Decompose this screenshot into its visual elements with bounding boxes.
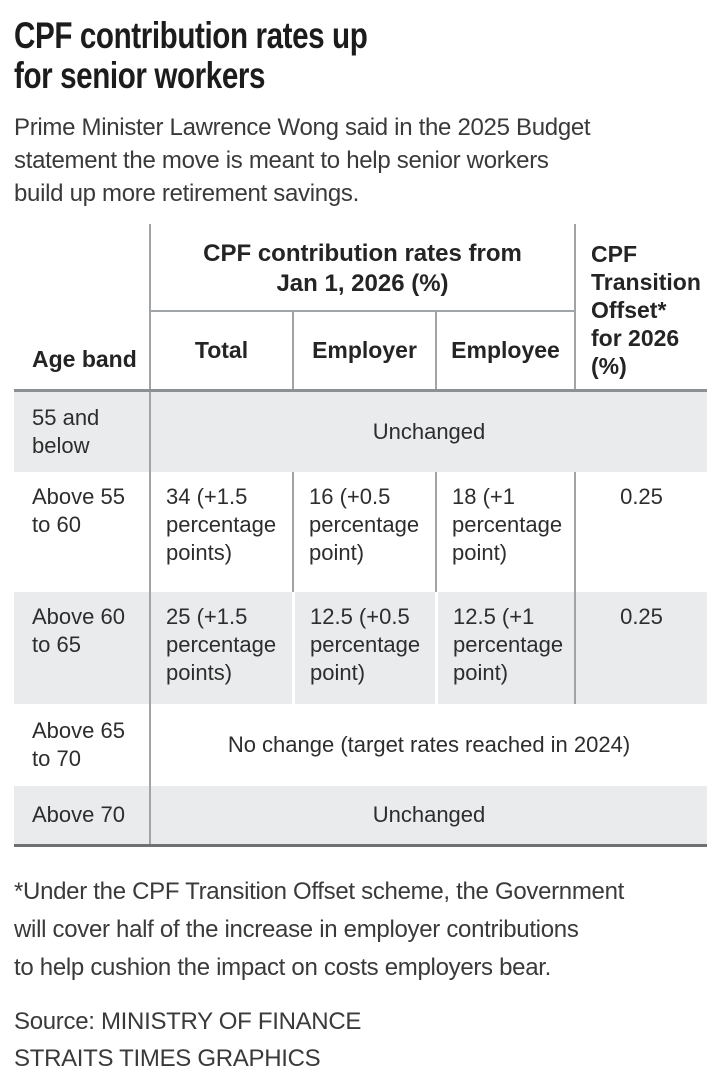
employer-cell: 12.5 (+0.5 percentage point) <box>292 592 435 704</box>
footnote: *Under the CPF Transition Offset scheme,… <box>14 878 625 981</box>
span-value-cell: Unchanged <box>149 786 707 844</box>
total-cell: 34 (+1.5 percentage points) <box>149 472 292 592</box>
employer-cell: 16 (+0.5 percentage point) <box>292 472 435 592</box>
age-band-cell: Above 70 <box>32 802 125 827</box>
table-header: Age band CPF contribution rates from Jan… <box>14 224 707 389</box>
table-row-above-60-to-65: Above 60 to 65 25 (+1.5 percentage point… <box>14 592 707 704</box>
table-row-above-70: Above 70 Unchanged <box>14 786 707 844</box>
employee-cell: 18 (+1 percentage point) <box>435 472 574 592</box>
column-header-employer: Employer <box>292 312 435 389</box>
column-header-age-band: Age band <box>32 346 137 372</box>
span-value-cell: Unchanged <box>149 392 707 472</box>
page-title: CPF contribution rates up for senior wor… <box>14 15 368 96</box>
table-bottom-rule <box>14 844 707 847</box>
table-row-55-and-below: 55 and below Unchanged <box>14 392 707 472</box>
age-band-cell: Above 65 to 70 <box>32 718 125 771</box>
age-band-cell: Above 60 to 65 <box>32 604 125 657</box>
header-separator-rule <box>14 389 707 392</box>
column-header-transition-offset: CPF Transition Offset* for 2026 (%) <box>574 224 707 389</box>
table-row-above-65-to-70: Above 65 to 70 No change (target rates r… <box>14 704 707 786</box>
source-credit: Source: MINISTRY OF FINANCE STRAITS TIME… <box>14 1003 706 1077</box>
graphics-credit-line: STRAITS TIMES GRAPHICS <box>14 1045 321 1072</box>
span-value-cell: No change (target rates reached in 2024) <box>149 704 707 786</box>
age-band-cell: 55 and below <box>32 405 100 458</box>
age-band-cell: Above 55 to 60 <box>32 484 125 537</box>
total-cell: 25 (+1.5 percentage points) <box>149 592 292 704</box>
table-row-above-55-to-60: Above 55 to 60 34 (+1.5 percentage point… <box>14 472 707 592</box>
offset-cell: 0.25 <box>574 472 707 592</box>
column-header-employee: Employee <box>435 312 574 389</box>
employee-cell: 12.5 (+1 percentage point) <box>435 592 574 704</box>
offset-cell: 0.25 <box>574 592 707 704</box>
source-line: Source: MINISTRY OF FINANCE <box>14 1008 362 1035</box>
column-header-total: Total <box>149 312 292 389</box>
cpf-rates-table: Age band CPF contribution rates from Jan… <box>14 224 707 847</box>
page-subtitle: Prime Minister Lawrence Wong said in the… <box>14 114 591 207</box>
column-group-header: CPF contribution rates from Jan 1, 2026 … <box>149 224 574 312</box>
